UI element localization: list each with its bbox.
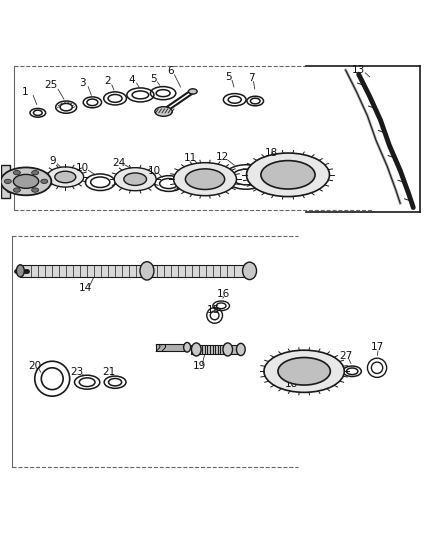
Bar [191, 345, 241, 354]
Ellipse shape [140, 262, 154, 280]
Text: 16: 16 [217, 288, 230, 298]
Ellipse shape [185, 169, 225, 190]
Text: 19: 19 [193, 361, 206, 371]
Ellipse shape [55, 171, 76, 183]
Ellipse shape [184, 343, 191, 352]
Ellipse shape [32, 188, 39, 192]
Ellipse shape [124, 173, 147, 185]
Text: 22: 22 [155, 344, 168, 354]
Bar [20, 265, 250, 277]
Text: 25: 25 [44, 80, 57, 90]
Ellipse shape [114, 168, 156, 191]
Text: 5: 5 [150, 74, 157, 84]
Ellipse shape [243, 262, 257, 280]
Text: 15: 15 [207, 305, 220, 315]
Text: 23: 23 [71, 367, 84, 377]
Ellipse shape [32, 171, 39, 175]
Text: 6: 6 [168, 66, 174, 76]
Ellipse shape [41, 179, 48, 183]
Text: 10: 10 [76, 163, 89, 173]
Bar [155, 344, 187, 351]
Text: 2: 2 [104, 76, 111, 86]
Ellipse shape [191, 343, 201, 356]
Text: 5: 5 [225, 71, 232, 82]
Text: 13: 13 [352, 65, 365, 75]
Text: 8: 8 [5, 185, 12, 195]
Text: 20: 20 [28, 361, 41, 371]
Text: 11: 11 [184, 153, 197, 163]
Text: 18: 18 [284, 378, 298, 389]
Text: 24: 24 [112, 158, 125, 167]
Ellipse shape [188, 89, 197, 94]
Text: 27: 27 [339, 351, 352, 361]
Ellipse shape [14, 171, 21, 175]
Ellipse shape [4, 179, 11, 183]
Ellipse shape [16, 265, 24, 277]
Ellipse shape [1, 167, 51, 195]
Text: 9: 9 [49, 156, 56, 166]
Bar [1, 165, 11, 198]
Ellipse shape [47, 167, 84, 187]
Text: 17: 17 [371, 342, 384, 352]
Ellipse shape [261, 160, 315, 189]
Ellipse shape [247, 153, 329, 197]
Ellipse shape [14, 188, 21, 192]
Text: 18: 18 [265, 148, 278, 158]
Text: 1: 1 [21, 87, 28, 97]
Text: 4: 4 [128, 75, 135, 85]
Text: 7: 7 [248, 73, 255, 83]
Ellipse shape [237, 343, 245, 356]
Text: 14: 14 [79, 284, 92, 293]
Text: 3: 3 [79, 78, 86, 88]
Ellipse shape [173, 163, 237, 196]
Ellipse shape [278, 358, 330, 385]
Text: 10: 10 [148, 166, 161, 176]
Text: 12: 12 [216, 152, 229, 163]
Ellipse shape [13, 174, 39, 188]
Text: 21: 21 [102, 367, 116, 377]
Ellipse shape [155, 107, 172, 116]
Ellipse shape [223, 343, 233, 356]
Ellipse shape [264, 350, 344, 392]
